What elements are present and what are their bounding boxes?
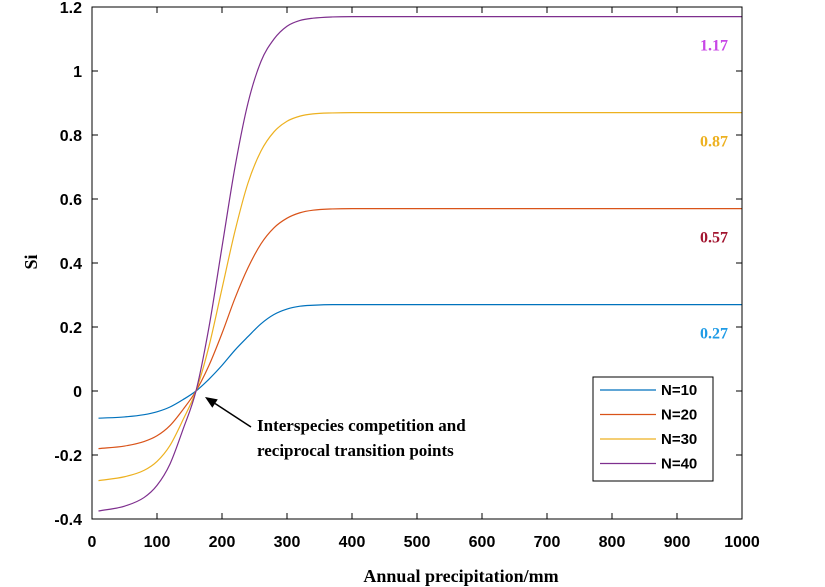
x-tick-label: 500 bbox=[404, 534, 431, 551]
annotation: Interspecies competition and reciprocal … bbox=[205, 397, 466, 460]
annotation-arrowhead bbox=[205, 397, 218, 408]
legend-label: N=20 bbox=[661, 407, 697, 424]
series-line-n-40 bbox=[98, 15, 742, 512]
series-line-n-20 bbox=[98, 207, 742, 450]
end-labels: 0.27 0.57 0.87 1.17 bbox=[700, 38, 728, 343]
x-tick-label: 700 bbox=[534, 534, 561, 551]
y-tick-label: 0 bbox=[73, 384, 82, 401]
ticks-layer: 0 100 200 300 400 500 600 700 800 900 1000 -0.4 -0.2… bbox=[54, 0, 759, 551]
x-tick-label: 100 bbox=[144, 534, 171, 551]
x-tick-label: 800 bbox=[599, 534, 626, 551]
x-tick-label: 400 bbox=[339, 534, 366, 551]
x-tick-label: 300 bbox=[274, 534, 301, 551]
y-tick-label: 0.2 bbox=[60, 320, 82, 337]
x-tick-label: 0 bbox=[88, 534, 97, 551]
annotation-text-line-1: Interspecies competition and bbox=[257, 416, 466, 435]
y-tick-label: 0.6 bbox=[60, 192, 82, 209]
end-value-label: 1.17 bbox=[700, 38, 728, 55]
legend-label: N=40 bbox=[661, 456, 697, 473]
legend-label: N=10 bbox=[661, 382, 697, 399]
legend-label: N=30 bbox=[661, 431, 697, 448]
end-value-label: 0.27 bbox=[700, 326, 728, 343]
end-value-label: 0.87 bbox=[700, 134, 728, 151]
y-tick-label: 1.2 bbox=[60, 0, 82, 17]
y-tick-label: -0.2 bbox=[54, 448, 82, 465]
x-tick-label: 1000 bbox=[724, 534, 760, 551]
y-tick-label: -0.4 bbox=[54, 512, 82, 529]
y-tick-label: 0.8 bbox=[60, 128, 82, 145]
x-tick-label: 900 bbox=[664, 534, 691, 551]
x-tick-label: 600 bbox=[469, 534, 496, 551]
y-axis-title: Si bbox=[21, 254, 41, 269]
y-tick-label: 0.4 bbox=[60, 256, 82, 273]
y-tick-label: 1 bbox=[73, 64, 82, 81]
end-value-label: 0.57 bbox=[700, 230, 728, 247]
series-line-n-10 bbox=[98, 303, 742, 419]
series-layer bbox=[98, 15, 742, 512]
x-axis-title: Annual precipitation/mm bbox=[363, 566, 558, 586]
series-line-n-30 bbox=[98, 111, 742, 482]
annotation-arrow bbox=[214, 402, 252, 428]
x-tick-label: 200 bbox=[209, 534, 236, 551]
annotation-text-line-2: reciprocal transition points bbox=[257, 441, 454, 460]
legend-items: N=10 N=20 N=30 N=40 bbox=[600, 382, 697, 473]
legend: N=10 N=20 N=30 N=40 bbox=[592, 376, 714, 482]
